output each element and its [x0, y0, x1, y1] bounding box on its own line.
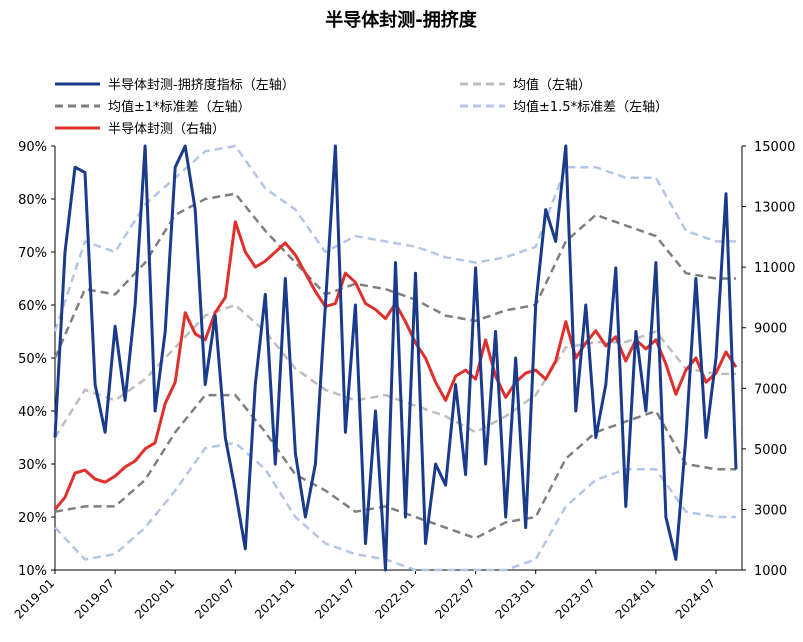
- legend-label-crowd: 半导体封测-拥挤度指标（左轴）: [108, 77, 295, 93]
- left-tick-label: 30%: [18, 458, 47, 473]
- chart-title: 半导体封测-拥挤度: [325, 9, 477, 31]
- legend: 半导体封测-拥挤度指标（左轴） 均值（左轴） 均值±1*标准差（左轴） 均值±1…: [55, 77, 668, 137]
- series-line-crowd: [53, 144, 738, 572]
- x-tick-label: 2019-07: [72, 576, 117, 621]
- legend-item-sd1: 均值±1*标准差（左轴）: [55, 99, 251, 115]
- x-tick-label: 2020-07: [192, 576, 237, 621]
- series-line-sd15_upper: [53, 144, 736, 332]
- x-tick-label: 2024-01: [613, 576, 658, 621]
- left-tick-label: 60%: [18, 299, 47, 314]
- left-tick-label: 10%: [18, 564, 47, 579]
- series-line-sd1_lower: [54, 393, 736, 540]
- x-tick-label: 2021-07: [312, 576, 357, 621]
- right-tick-label: 15000: [754, 140, 795, 155]
- legend-item-price: 半导体封测（右轴）: [55, 122, 225, 137]
- x-tick-label: 2022-07: [432, 576, 477, 621]
- legend-label-mean: 均值（左轴）: [513, 77, 591, 93]
- x-tick-label: 2024-07: [673, 576, 718, 621]
- legend-item-mean: 均值（左轴）: [460, 77, 591, 93]
- left-tick-label: 90%: [18, 140, 47, 155]
- plot-area: [53, 144, 738, 572]
- right-tick-label: 1000: [754, 564, 787, 579]
- left-tick-label: 50%: [18, 352, 47, 367]
- x-tick-label: 2023-01: [492, 576, 537, 621]
- series-line-sd15_lower: [54, 441, 736, 572]
- legend-item-sd15: 均值±1.5*标准差（左轴）: [460, 99, 668, 115]
- series-line-sd1_upper: [53, 192, 736, 359]
- legend-label-sd1: 均值±1*标准差（左轴）: [108, 99, 251, 115]
- left-tick-label: 80%: [18, 193, 47, 208]
- right-tick-label: 3000: [754, 503, 787, 518]
- right-tick-label: 11000: [754, 261, 795, 276]
- left-tick-label: 20%: [18, 511, 47, 526]
- right-tick-label: 7000: [754, 382, 787, 397]
- x-tick-label: 2019-01: [12, 576, 57, 621]
- left-tick-label: 40%: [18, 405, 47, 420]
- legend-label-sd15: 均值±1.5*标准差（左轴）: [513, 99, 668, 115]
- right-tick-label: 5000: [754, 443, 787, 458]
- x-tick-label: 2022-01: [372, 576, 417, 621]
- left-axis-ticks: 10% 20% 30% 40% 50% 60% 70% 80% 90%: [18, 140, 55, 579]
- left-tick-label: 70%: [18, 246, 47, 261]
- right-tick-label: 13000: [754, 201, 795, 216]
- x-tick-label: 2021-01: [252, 576, 297, 621]
- legend-item-crowd: 半导体封测-拥挤度指标（左轴）: [55, 77, 295, 93]
- right-axis-ticks: 1000 3000 5000 7000 9000 11000 13000 15000: [742, 140, 795, 579]
- x-tick-label: 2020-01: [132, 576, 177, 621]
- right-tick-label: 9000: [754, 322, 787, 337]
- legend-label-price: 半导体封测（右轴）: [108, 122, 225, 137]
- x-axis-ticks: 2019-01 2019-07 2020-01 2020-07 2021-01 2021-…: [12, 570, 718, 622]
- x-tick-label: 2023-07: [553, 576, 598, 621]
